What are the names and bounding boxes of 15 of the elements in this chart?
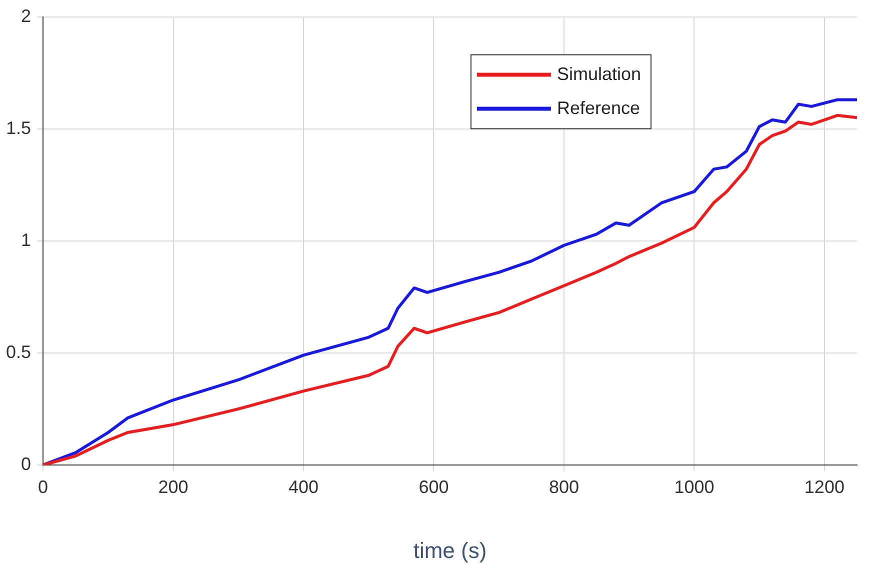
x-tick-label: 200 bbox=[158, 476, 188, 497]
x-tick-label: 1000 bbox=[674, 476, 714, 497]
y-tick-label: 1 bbox=[21, 230, 32, 250]
y-tick-label: 1.5 bbox=[6, 118, 32, 138]
legend-label: Reference bbox=[556, 98, 640, 118]
x-tick-label: 1200 bbox=[804, 476, 844, 497]
legend-label: Simulation bbox=[556, 64, 642, 84]
x-tick-label: 0 bbox=[38, 476, 48, 497]
y-tick-label: 0 bbox=[21, 454, 32, 474]
y-tick-label: 2 bbox=[21, 6, 32, 26]
x-tick-label: 600 bbox=[418, 476, 449, 497]
x-axis-title: time (s) bbox=[413, 538, 487, 563]
x-tick-label: 400 bbox=[288, 476, 319, 497]
y-tick-label: 0.5 bbox=[6, 342, 32, 362]
x-tick-label: 800 bbox=[548, 476, 579, 497]
